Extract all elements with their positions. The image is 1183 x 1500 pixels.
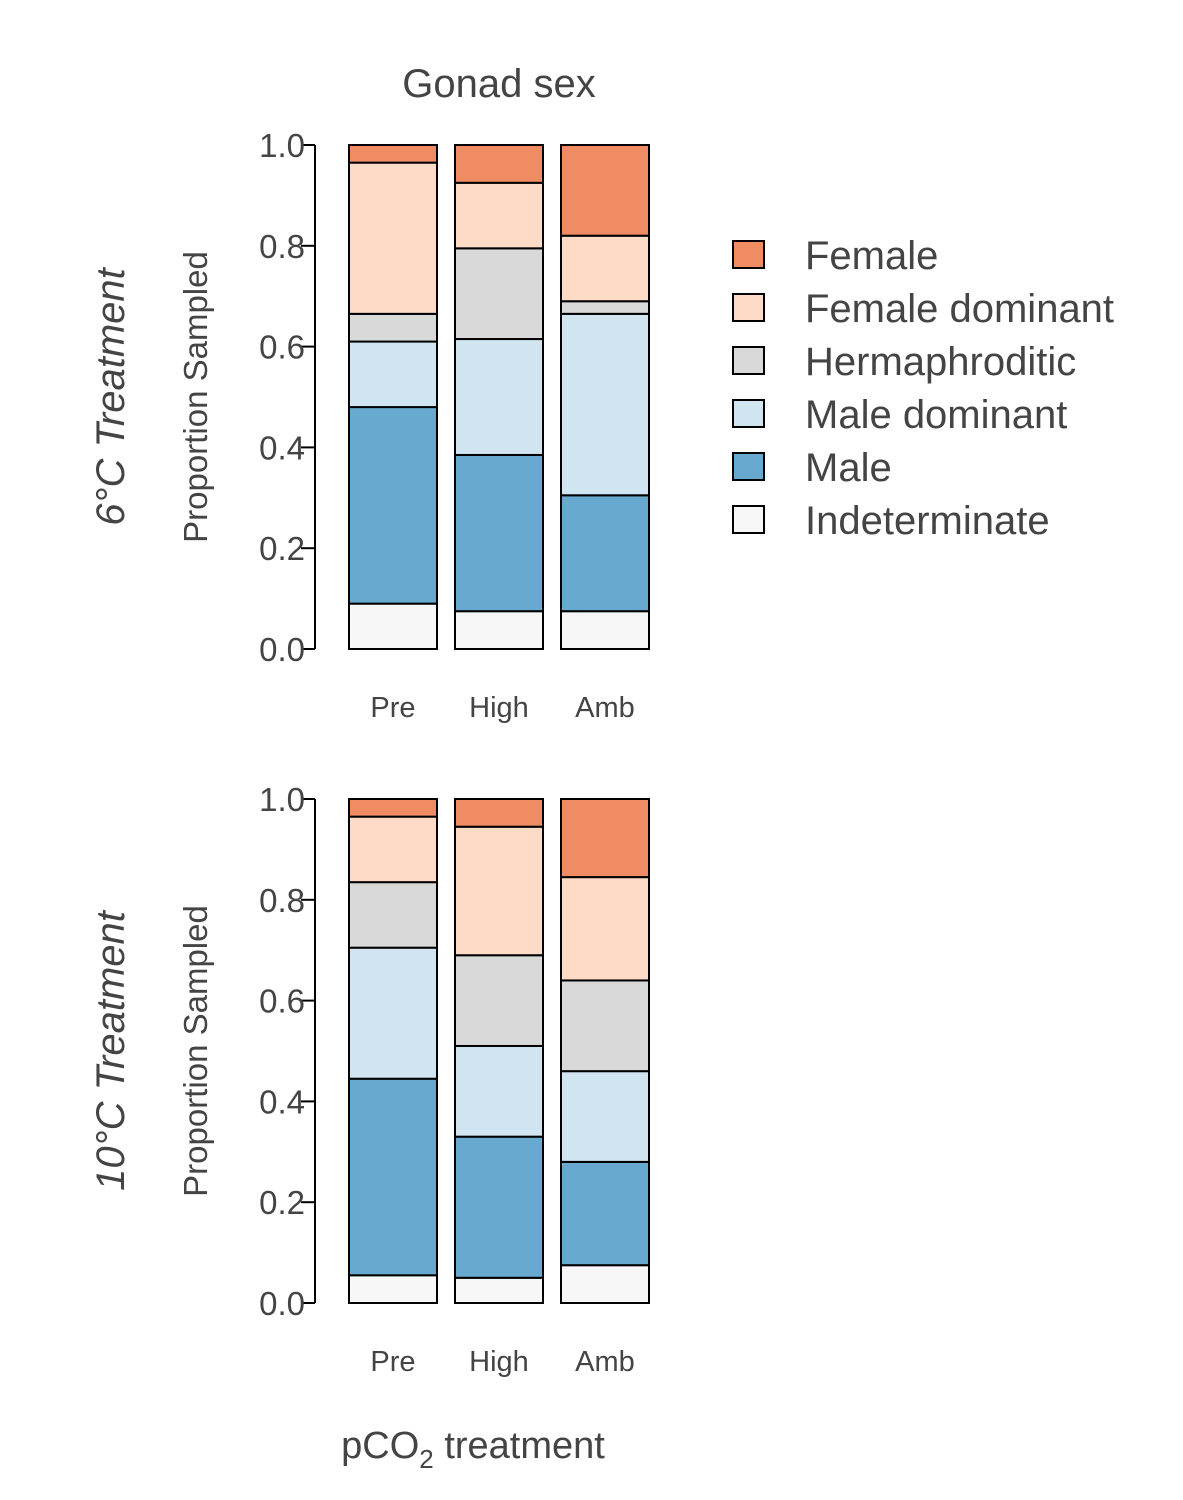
bar-segment-male-dominant bbox=[348, 946, 438, 1080]
legend: Female Female dominant Hermaphroditic Male … bbox=[732, 234, 1114, 543]
legend-item: Female bbox=[732, 234, 938, 278]
bar-segment-indeterminate bbox=[560, 610, 650, 651]
x-axis-label-subscript: 2 bbox=[419, 1444, 433, 1474]
legend-item: Male bbox=[732, 446, 892, 490]
bar-segment-male bbox=[454, 1135, 544, 1279]
bar-segment-male bbox=[348, 1077, 438, 1277]
x-axis-label-main: pCO bbox=[341, 1425, 419, 1467]
bar-segment-female-dominant bbox=[348, 161, 438, 315]
y-tick-label: 1.0 bbox=[259, 781, 305, 818]
bar-segment-hermaphroditic bbox=[454, 954, 544, 1047]
y-axis-label: Proportion Sampled bbox=[177, 905, 214, 1197]
bar-segment-hermaphroditic bbox=[348, 881, 438, 949]
bar-segment-male bbox=[348, 406, 438, 605]
bar-segment-female bbox=[560, 798, 650, 879]
y-tick-label: 0.2 bbox=[259, 530, 305, 567]
legend-label: Indeterminate bbox=[805, 499, 1050, 543]
panel-2: 10°C Treatment Proportion Sampled 0.0 0.2 0.… bbox=[89, 781, 650, 1378]
legend-label: Male bbox=[805, 446, 892, 490]
bar-pre bbox=[348, 144, 438, 651]
legend-swatch bbox=[732, 399, 765, 428]
bar-segment-male-dominant bbox=[348, 340, 438, 409]
legend-item: Male dominant bbox=[732, 393, 1067, 437]
bar-segment-hermaphroditic bbox=[560, 300, 650, 315]
bar-segment-hermaphroditic bbox=[560, 979, 650, 1073]
legend-label: Hermaphroditic bbox=[805, 340, 1076, 384]
bar-segment-female-dominant bbox=[348, 815, 438, 884]
bar-segment-female bbox=[560, 144, 650, 237]
bar-high bbox=[454, 798, 544, 1305]
chart-title: Gonad sex bbox=[402, 62, 595, 106]
y-tick-label: 0.8 bbox=[259, 228, 305, 265]
x-tick-label: Amb bbox=[575, 1346, 635, 1378]
bar-segment-female bbox=[348, 144, 438, 164]
row-label: 10°C Treatment bbox=[89, 909, 133, 1191]
bar-segment-male bbox=[560, 1160, 650, 1267]
y-axis-label: Proportion Sampled bbox=[177, 251, 214, 543]
x-tick-label: Amb bbox=[575, 692, 635, 724]
bar-amb bbox=[560, 798, 650, 1304]
panel-1: 6°C Treatment Proportion Sampled 0.0 0.2 0.4… bbox=[89, 127, 650, 724]
legend-swatch bbox=[732, 452, 765, 481]
legend-swatch bbox=[732, 346, 765, 375]
bar-segment-male-dominant bbox=[454, 1044, 544, 1138]
bar-segment-female bbox=[454, 798, 544, 828]
bar-segment-indeterminate bbox=[348, 1274, 438, 1305]
y-tick-label: 0.4 bbox=[259, 1083, 305, 1120]
bar-segment-indeterminate bbox=[348, 602, 438, 651]
bar-amb bbox=[560, 144, 650, 651]
legend-swatch bbox=[732, 240, 765, 269]
legend-item: Hermaphroditic bbox=[732, 340, 1076, 384]
legend-swatch bbox=[732, 505, 765, 534]
bar-segment-male-dominant bbox=[454, 338, 544, 456]
bar-segment-hermaphroditic bbox=[348, 312, 438, 343]
bar-segment-male-dominant bbox=[560, 1070, 650, 1163]
legend-label: Male dominant bbox=[805, 393, 1067, 437]
x-axis-label-rest: treatment bbox=[434, 1425, 606, 1467]
bar-segment-female-dominant bbox=[560, 234, 650, 303]
bar-high bbox=[454, 144, 544, 651]
legend-label: Female dominant bbox=[805, 287, 1114, 331]
bar-segment-female-dominant bbox=[454, 181, 544, 250]
x-tick-label: High bbox=[469, 1346, 529, 1378]
y-tick-label: 0.6 bbox=[259, 329, 305, 366]
y-tick-label: 0.0 bbox=[259, 1285, 305, 1322]
y-tick-label: 0.8 bbox=[259, 882, 305, 919]
bar-segment-indeterminate bbox=[454, 1276, 544, 1305]
bar-segment-male bbox=[454, 453, 544, 613]
y-tick-label: 0.4 bbox=[259, 429, 305, 466]
legend-item: Female dominant bbox=[732, 287, 1114, 331]
legend-item: Indeterminate bbox=[732, 499, 1050, 543]
legend-swatch bbox=[732, 293, 765, 322]
y-tick-label: 0.6 bbox=[259, 983, 305, 1020]
y-tick-label: 1.0 bbox=[259, 127, 305, 164]
x-tick-label: Pre bbox=[370, 1346, 415, 1378]
legend-label: Female bbox=[805, 234, 938, 278]
x-tick-label: Pre bbox=[370, 692, 415, 724]
panels: 6°C Treatment Proportion Sampled 0.0 0.2 0.4… bbox=[89, 127, 650, 1378]
y-tick-label: 0.2 bbox=[259, 1184, 305, 1221]
bar-segment-indeterminate bbox=[560, 1264, 650, 1304]
bar-pre bbox=[348, 798, 438, 1305]
bar-segment-male-dominant bbox=[560, 312, 650, 497]
bar-segment-female-dominant bbox=[560, 876, 650, 982]
x-axis-label: pCO2 treatment bbox=[341, 1425, 605, 1474]
bar-segment-female-dominant bbox=[454, 825, 544, 957]
bar-segment-female bbox=[348, 798, 438, 818]
row-label: 6°C Treatment bbox=[89, 266, 133, 525]
bar-segment-male bbox=[560, 494, 650, 613]
bar-segment-indeterminate bbox=[454, 610, 544, 651]
x-tick-label: High bbox=[469, 692, 529, 724]
bar-segment-hermaphroditic bbox=[454, 247, 544, 341]
bar-segment-female bbox=[454, 144, 544, 184]
y-tick-label: 0.0 bbox=[259, 631, 305, 668]
